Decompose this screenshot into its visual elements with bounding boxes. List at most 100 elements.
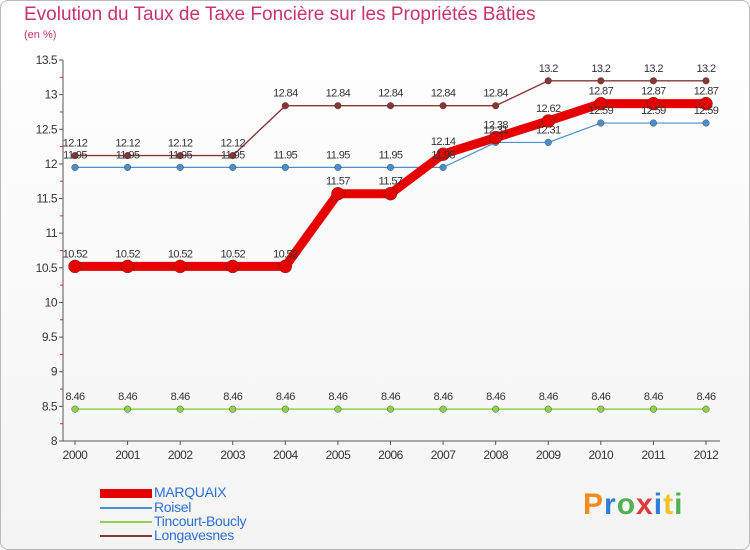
logo-letter: i [674, 488, 684, 521]
data-point-marquaix [226, 259, 240, 274]
data-point-roisel [544, 138, 552, 146]
legend-swatch [100, 507, 152, 509]
legend-label: Roisel [154, 499, 192, 515]
data-point-tincourt-boucly [387, 405, 395, 413]
data-point-marquaix [120, 259, 135, 274]
data-point-roisel [597, 119, 605, 127]
legend-item: Tincourt-Boucly [100, 513, 420, 530]
data-label-longavesnes: 12.84 [378, 88, 403, 100]
data-point-marquaix [646, 96, 661, 111]
y-tick-label: 10 [45, 295, 58, 309]
data-point-longavesnes [702, 77, 710, 85]
y-tick-label: 12 [45, 157, 58, 171]
proxiti-logo: Proxiti [583, 488, 683, 522]
data-point-roisel [281, 163, 289, 171]
data-label-roisel: 12.59 [589, 105, 614, 117]
y-tick-label: 13.5 [36, 53, 58, 67]
y-tick-label: 8.5 [42, 399, 58, 413]
data-label-roisel: 12.31 [536, 124, 561, 136]
legend-item: Roisel [100, 499, 420, 516]
data-point-tincourt-boucly [492, 405, 500, 413]
data-label-marquaix: 12.87 [641, 86, 666, 98]
data-label-longavesnes: 13.2 [539, 63, 558, 75]
data-label-roisel: 11.95 [326, 149, 350, 161]
x-tick-label: 2004 [273, 448, 299, 462]
x-tick-label: 2009 [536, 448, 562, 462]
data-point-marquaix [383, 186, 398, 201]
data-label-roisel: 11.95 [63, 149, 87, 161]
data-point-longavesnes [71, 152, 79, 160]
data-point-marquaix [594, 96, 608, 111]
data-point-longavesnes [387, 102, 395, 110]
x-tick-label: 2007 [431, 448, 457, 462]
data-label-marquaix: 12.14 [431, 136, 456, 148]
data-point-roisel [229, 163, 237, 171]
data-point-tincourt-boucly [176, 405, 184, 413]
data-point-tincourt-boucly [71, 405, 79, 413]
data-point-marquaix [488, 130, 503, 145]
x-tick-label: 2000 [63, 448, 89, 462]
logo-letter: x [636, 488, 654, 521]
data-label-tincourt-boucly: 8.46 [118, 391, 137, 403]
data-point-tincourt-boucly [124, 405, 132, 413]
data-point-tincourt-boucly [649, 405, 657, 413]
data-label-tincourt-boucly: 8.46 [644, 391, 663, 403]
data-label-roisel: 11.95 [168, 149, 192, 161]
data-label-tincourt-boucly: 8.46 [696, 391, 715, 403]
data-label-longavesnes: 12.84 [273, 88, 298, 100]
data-point-roisel [702, 119, 710, 127]
data-label-tincourt-boucly: 8.46 [591, 391, 610, 403]
data-label-roisel: 11.95 [221, 149, 245, 161]
x-tick-label: 2002 [168, 448, 194, 462]
data-point-longavesnes [124, 152, 132, 160]
data-point-longavesnes [229, 152, 237, 160]
logo-letter: o [616, 488, 637, 521]
data-point-tincourt-boucly [281, 405, 289, 413]
data-point-longavesnes [334, 102, 342, 110]
y-tick-label: 9 [51, 365, 58, 379]
data-label-tincourt-boucly: 8.46 [434, 391, 453, 403]
unit-label: (en %) [24, 29, 57, 41]
data-label-tincourt-boucly: 8.46 [65, 391, 84, 403]
data-label-marquaix: 11.57 [326, 176, 350, 188]
legend-label: Longavesnes [154, 527, 234, 543]
data-point-roisel [334, 163, 342, 171]
data-label-longavesnes: 12.12 [220, 138, 245, 150]
data-point-roisel [439, 163, 447, 171]
data-point-tincourt-boucly [597, 405, 605, 413]
y-tick-label: 11.5 [37, 192, 58, 206]
data-label-tincourt-boucly: 8.46 [328, 391, 347, 403]
data-label-longavesnes: 12.84 [431, 88, 456, 100]
x-tick-label: 2011 [642, 448, 667, 462]
data-point-roisel [124, 163, 132, 171]
data-point-marquaix [436, 147, 450, 161]
legend-swatch [100, 521, 152, 523]
data-label-tincourt-boucly: 8.46 [171, 391, 190, 403]
data-point-longavesnes [176, 152, 184, 160]
data-label-roisel: 11.95 [273, 149, 297, 161]
data-point-longavesnes [649, 77, 657, 85]
data-label-longavesnes: 13.2 [591, 63, 610, 75]
data-label-marquaix: 12.87 [694, 86, 719, 98]
data-label-roisel: 12.59 [694, 105, 719, 117]
data-label-longavesnes: 12.84 [326, 88, 351, 100]
data-label-marquaix: 10.52 [273, 248, 298, 260]
data-label-marquaix: 10.52 [168, 248, 193, 260]
logo-letter: i [653, 488, 664, 521]
data-label-tincourt-boucly: 8.46 [381, 391, 400, 403]
x-tick-label: 2001 [115, 448, 141, 462]
data-label-tincourt-boucly: 8.46 [539, 391, 558, 403]
data-label-longavesnes: 12.84 [483, 88, 508, 100]
data-point-longavesnes [492, 102, 500, 110]
data-point-marquaix [278, 259, 293, 274]
data-point-tincourt-boucly [544, 405, 552, 413]
x-tick-label: 2003 [220, 448, 246, 462]
logo-letter: P [583, 488, 605, 521]
data-point-longavesnes [439, 102, 447, 110]
data-label-marquaix: 10.52 [220, 248, 245, 260]
y-tick-label: 10.5 [36, 261, 58, 275]
data-label-marquaix: 12.38 [483, 120, 508, 132]
y-tick-label: 8 [51, 434, 58, 448]
